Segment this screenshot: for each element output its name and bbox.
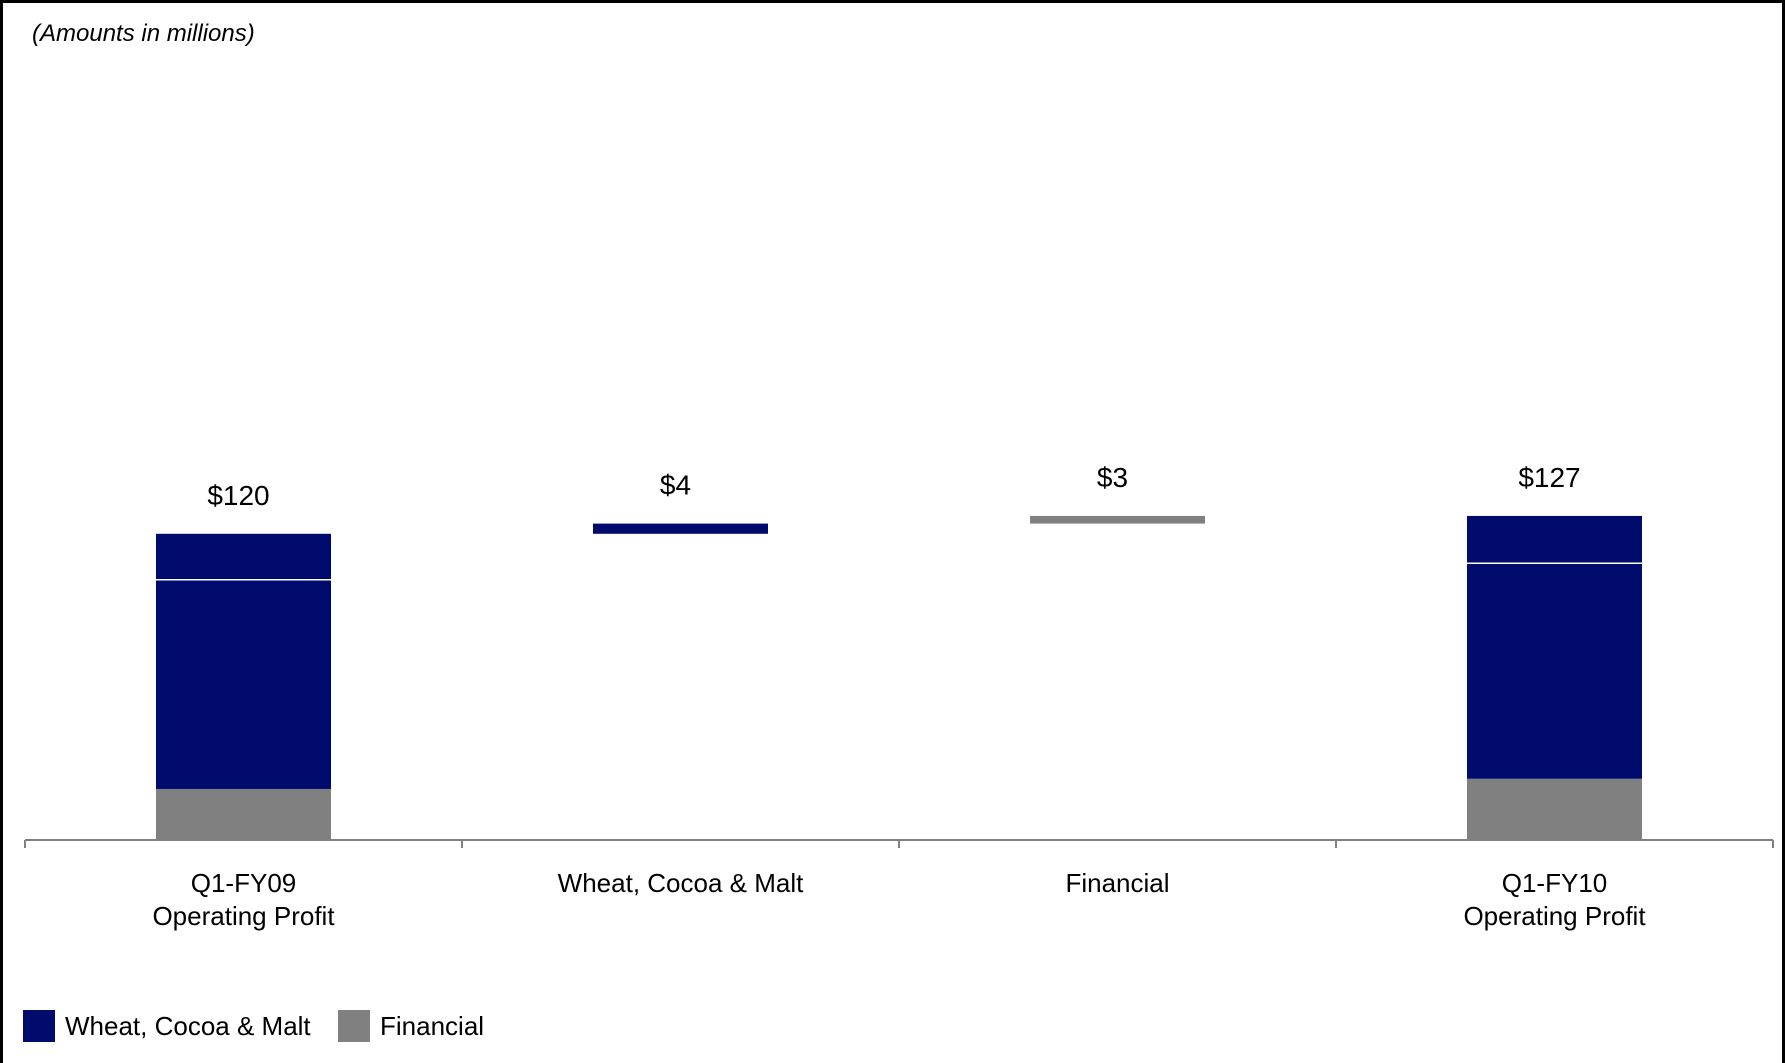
x-tick-label: Q1-FY09 Operating Profit <box>152 868 335 931</box>
x-tick-label-line: Operating Profit <box>152 901 335 931</box>
legend-item-wheat-cocoa-malt: Wheat, Cocoa & Malt <box>23 1010 311 1042</box>
data-label: $127 <box>1518 462 1580 493</box>
bar-change-wheat-cocoa-malt <box>593 523 768 534</box>
x-tick-label: Q1-FY10 Operating Profit <box>1463 868 1646 931</box>
bar-segment-financial <box>156 788 331 840</box>
units-note: (Amounts in millions) <box>32 20 255 47</box>
data-label: $3 <box>1097 462 1128 493</box>
bar-change-financial <box>1030 515 1205 524</box>
legend-swatch-financial <box>338 1010 370 1042</box>
x-tick-label-line: Q1-FY09 <box>191 868 297 898</box>
data-label: $120 <box>207 480 269 511</box>
legend-item-financial: Financial <box>338 1010 484 1042</box>
x-tick-label-line: Q1-FY10 <box>1502 868 1608 898</box>
data-label: $4 <box>660 470 691 501</box>
x-tick-label-line: Wheat, Cocoa & Malt <box>558 868 804 898</box>
x-tick-label: Wheat, Cocoa & Malt <box>558 868 804 898</box>
bar-segment-wheat-cocoa-malt <box>1467 515 1642 779</box>
bar-segment-wheat-cocoa-malt <box>156 533 331 789</box>
legend-label-financial: Financial <box>380 1010 485 1041</box>
x-tick-label: Financial <box>1065 868 1169 898</box>
legend-label-wheat-cocoa-malt: Wheat, Cocoa & Malt <box>65 1010 311 1041</box>
legend-swatch-wheat-cocoa-malt <box>23 1010 55 1042</box>
x-tick-label-line: Financial <box>1065 868 1169 898</box>
x-tick-label-line: Operating Profit <box>1463 901 1646 931</box>
bar-segment-financial <box>1467 778 1642 840</box>
